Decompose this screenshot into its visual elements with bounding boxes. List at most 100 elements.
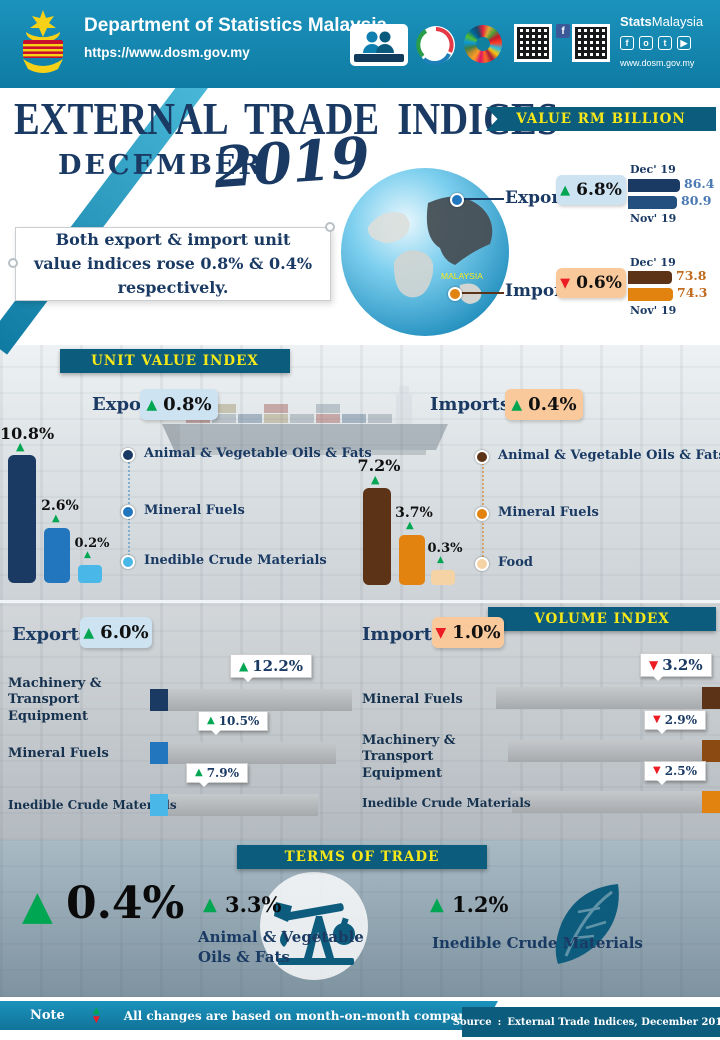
uvi-imports-change-chip: ▲ 0.4% [505,389,583,420]
imports-value-change-chip: ▼ 0.6% [556,268,626,298]
uvi-import-bar-food [431,570,455,585]
vol-export-bar-cap [150,689,168,711]
vol-export-callout: ▲ 12.2% [230,654,313,682]
uvi-export-legend-crude: Inedible Crude Materials [144,553,327,568]
legend-triangles: ▲ ▼ [93,1006,100,1025]
uvi-export-bar-oils [8,455,36,583]
facebook-icon[interactable]: f [556,24,570,38]
up-triangle-icon: ▲ [437,555,444,565]
vol-imports-change-chip: ▼ 1.0% [432,617,504,648]
imports-nov-period: Nov' 19 [630,304,677,317]
vol-export-bar-crude [150,794,318,816]
globe-illustration: MALAYSIA [341,168,509,336]
up-triangle-icon: ▲ [83,624,95,641]
up-triangle-icon: ▲ [84,550,91,560]
value-rm-billion-banner: VALUE RM BILLION [486,107,716,131]
up-triangle-icon: ▲ [430,894,444,915]
vol-exports-label: Exports [12,624,89,645]
uvi-exports-change: 0.8% [163,394,212,415]
uvi-export-bar-fuels [44,528,70,583]
highlight-box: Both export & import unit value indices … [15,227,331,301]
volume-index-banner: VOLUME INDEX [488,607,716,631]
tot-crude-value: 1.2% [452,892,509,917]
vol-export-cat: Mineral Fuels [8,746,109,761]
legend-dot-fuels [121,505,135,519]
vol-export-bar-cap [150,794,168,816]
tot-oils-label: Animal & Vegetable Oils & Fats [198,928,364,966]
vol-import-bar-cap [702,791,720,813]
note-label: Note [30,1008,65,1023]
org-url[interactable]: https://www.dosm.gov.my [84,45,250,60]
vol-import-bar-fuels [496,687,720,709]
uvi-import-bar-value: 3.7% [395,505,433,521]
vol-export-bar-cap [150,742,168,764]
exports-connector-line [458,198,504,200]
imports-dec-period: Dec' 19 [630,256,676,269]
header-bar: Department of Statistics Malaysia https:… [0,0,720,88]
imports-dec-value: 73.8 [676,268,707,283]
legend-dot-food [475,557,489,571]
vol-export-value: 10.5% [218,714,260,728]
note-text: All changes are based on month-on-month … [123,1008,497,1023]
source-text: External Trade Indices, December 2019 [507,1016,720,1028]
youtube-icon[interactable]: ▶ [677,36,691,50]
vol-import-value: 2.5% [664,764,697,778]
uvi-export-legend-oils: Animal & Vegetable Oils & Fats [144,446,372,461]
tot-crude-label: Inedible Crude Materials [432,934,643,952]
up-triangle-icon: ▲ [560,182,571,198]
section-divider [0,600,720,603]
vol-export-callout: ▲ 7.9% [186,763,248,787]
facebook-icon[interactable]: f [620,36,634,50]
uvi-import-bar-fuels [399,535,425,585]
vol-export-value: 7.9% [206,766,239,780]
vol-import-bar-cap [702,740,720,762]
exports-nov-bar [628,196,677,209]
up-triangle-icon: ▲ [511,396,523,413]
exports-connector-dot [450,193,464,207]
vol-import-value: 3.2% [662,656,703,674]
uvi-export-bar-value: 0.2% [74,536,110,551]
vol-import-cat: Inedible Crude Materials [362,796,531,810]
instagram-icon[interactable]: o [639,36,653,50]
container-ship-decoration [162,386,448,455]
leaf-icon [555,884,619,964]
org-name: Department of Statistics Malaysia [84,15,388,36]
vol-exports-change-chip: ▲ 6.0% [80,617,152,648]
up-triangle-icon: ▲ [207,715,215,726]
note-bar: Note ▲ ▼ All changes are based on month-… [0,1001,498,1030]
imports-nov-bar [628,288,673,301]
brand-stats: Stats [620,14,652,29]
title-month: DECEMBER [58,150,264,181]
source-label: Source [452,1016,492,1028]
legend-dot-oils [121,448,135,462]
exports-dec-period: Dec' 19 [630,163,676,176]
vol-export-callout: ▲ 10.5% [198,711,269,735]
up-triangle-icon: ▲ [239,659,249,673]
imports-connector-dot [448,287,462,301]
uvi-import-bar-oils [363,488,391,585]
ship-photo-background [0,345,720,602]
legend-dot-crude [121,555,135,569]
uvi-export-legend-fuels: Mineral Fuels [144,503,245,518]
hari-statistik-negara-logo [416,26,455,65]
vol-import-bar-crude [512,791,720,813]
down-triangle-icon: ▼ [649,658,659,672]
vol-import-callout: ▼ 2.9% [644,710,706,734]
exports-value-change-chip: ▲ 6.8% [556,175,626,205]
uvi-import-legend-fuels: Mineral Fuels [498,505,599,520]
up-triangle-icon: ▲ [16,440,25,453]
uvi-exports-change-chip: ▲ 0.8% [140,389,218,420]
sdg-wheel-logo [464,25,502,63]
uvi-export-bar-crude [78,565,102,583]
twitter-icon[interactable]: t [658,36,672,50]
vol-import-bar-cap [702,687,720,709]
exports-nov-period: Nov' 19 [630,212,677,225]
vol-import-cat: Machinery & Transport Equipment [362,733,456,781]
vol-export-bar-fuels [150,742,336,764]
brand-url[interactable]: www.dosm.gov.my [620,58,695,68]
qr-code [514,24,552,62]
oil-pumpjack-icon [274,902,355,965]
exports-dec-bar [628,179,680,192]
vol-export-cat: Inedible Crude Materials [8,798,177,812]
